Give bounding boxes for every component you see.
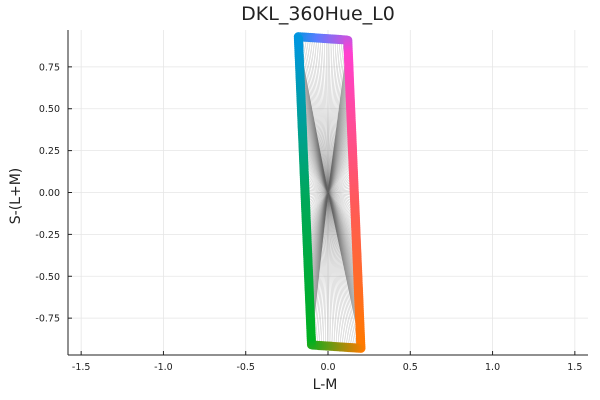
spoke-line: [317, 192, 329, 346]
data-points: [293, 32, 366, 353]
spoke-line: [316, 37, 329, 193]
spoke-line: [327, 39, 339, 193]
y-tick-label: -0.25: [35, 230, 60, 241]
data-point: [293, 34, 304, 44]
spoke-line: [302, 36, 329, 193]
x-tick-label: -0.5: [236, 362, 255, 373]
y-tick-label: 0.25: [39, 146, 60, 157]
spoke-line: [322, 38, 329, 193]
y-tick-label: -0.50: [35, 272, 60, 283]
x-tick-label: 0.0: [320, 362, 335, 373]
spoke-line: [327, 192, 340, 347]
spoke-line: [327, 192, 352, 348]
spoke-line: [327, 192, 348, 348]
x-axis-label: L-M: [313, 377, 338, 393]
spoke-line: [327, 38, 333, 193]
x-tick-label: 1.0: [485, 362, 500, 373]
spoke-line: [327, 192, 330, 347]
spoke-line: [319, 192, 329, 346]
spoke-line: [310, 37, 329, 193]
spoke-line: [327, 38, 331, 193]
spoke-line: [325, 38, 329, 193]
y-tick-label: 0.50: [39, 104, 60, 115]
spoke-line: [327, 192, 336, 347]
spoke-line: [327, 192, 350, 348]
spoke-line: [327, 39, 345, 193]
spoke-line: [308, 37, 329, 193]
chart-title: DKL_360Hue_L0: [241, 3, 395, 25]
spoke-line: [327, 39, 343, 193]
y-axis-label: S-(L+M): [8, 168, 24, 224]
spoke-line: [306, 37, 329, 193]
spoke-line: [327, 192, 354, 348]
spoke-line: [304, 37, 329, 193]
y-tick-label: 0.00: [39, 188, 60, 199]
spoke-line: [327, 192, 334, 347]
spoke-line: [325, 192, 329, 346]
spoke-line: [327, 192, 346, 348]
spoke-line: [327, 192, 329, 347]
x-tick-label: 0.5: [403, 362, 418, 373]
spoke-line: [327, 39, 335, 193]
spoke-line: [324, 38, 329, 193]
x-tick-label: -1.0: [154, 362, 173, 373]
spoke-line: [327, 192, 356, 348]
spoke-line: [300, 36, 329, 193]
spoke-line: [327, 192, 338, 347]
spoke-line: [327, 192, 344, 348]
y-tick-label: -0.75: [35, 314, 60, 325]
spoke-line: [318, 38, 329, 193]
spoke-line: [327, 192, 332, 347]
y-tick-label: 0.75: [39, 62, 60, 73]
spoke-line: [327, 192, 358, 349]
x-tick-label: 1.5: [567, 362, 582, 373]
spoke-line: [323, 192, 329, 346]
spoke-line: [327, 39, 337, 193]
spoke-line: [312, 37, 329, 193]
spoke-line: [320, 38, 329, 193]
spoke-line: [313, 192, 329, 346]
spoke-line: [321, 192, 329, 346]
spoke-line: [327, 192, 360, 349]
spoke-line: [314, 37, 329, 193]
spoke-line: [315, 192, 329, 346]
x-tick-label: -1.5: [72, 362, 91, 373]
spoke-line: [327, 39, 341, 193]
y-ticks: -0.75 -0.50 -0.25 0.00 0.25 0.50 0.75: [35, 62, 72, 325]
spoke-line: [327, 192, 342, 347]
spoke-line: [327, 39, 347, 193]
x-ticks: -1.5 -1.0 -0.5 0.0 0.5 1.0 1.5: [72, 351, 582, 373]
